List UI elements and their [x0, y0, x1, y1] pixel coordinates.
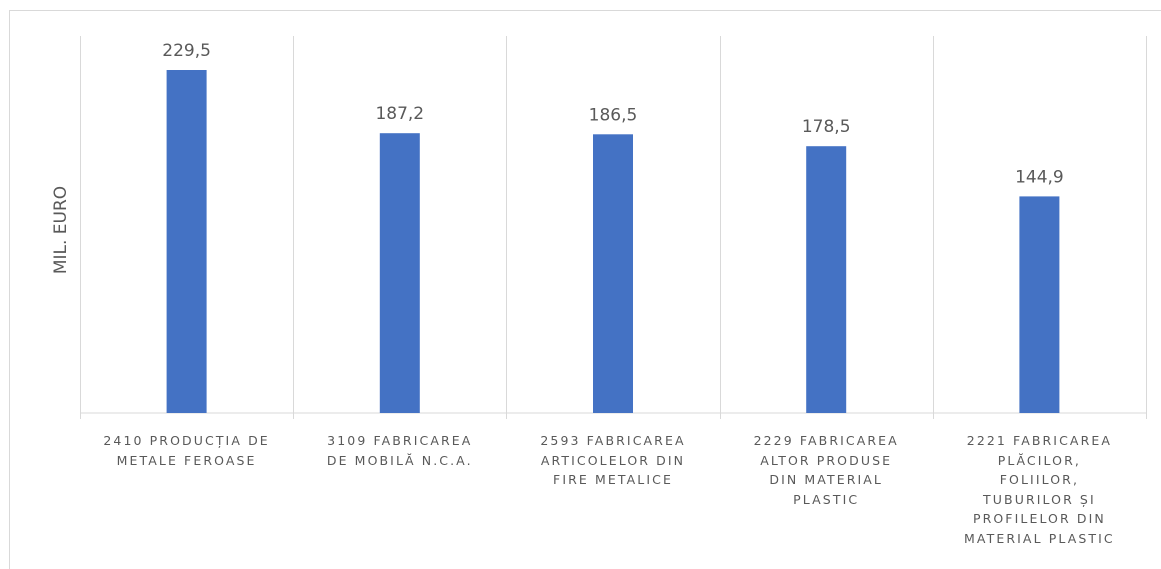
category-label-line: METALE FEROASE	[116, 452, 257, 468]
bars	[166, 70, 1060, 414]
data-label: 144,9	[1015, 167, 1064, 187]
data-label: 186,5	[589, 105, 638, 125]
category-label-line: FOLIILOR,	[999, 472, 1080, 487]
category-label-line: FIRE METALICE	[553, 472, 673, 487]
category-label-line: PLASTIC	[793, 491, 860, 507]
category-label-line: ALTOR PRODUSE	[760, 452, 893, 468]
category-label-line: 2229 FABRICAREA	[753, 433, 899, 448]
data-label: 187,2	[375, 104, 424, 124]
category-label-line: PLĂCILOR,	[997, 452, 1081, 468]
bar[interactable]	[593, 134, 633, 414]
category-label: 2229 FABRICAREA ALTOR PRODUSE DIN MATERIAL…	[720, 431, 932, 509]
data-labels: 229,5 187,2 186,5 178,5 144,9	[162, 41, 1063, 187]
bar[interactable]	[166, 70, 207, 413]
category-label-line: 3109 FABRICAREA	[327, 433, 473, 448]
bar[interactable]	[1019, 196, 1060, 413]
category-label: 3109 FABRICAREA DE MOBILĂ N.C.A.	[294, 431, 506, 470]
category-label: 2593 FABRICAREA ARTICOLELOR DIN FIRE METAL…	[507, 431, 719, 490]
category-label-line: TUBURILOR ȘI	[983, 491, 1096, 507]
category-label-line: 2221 FABRICAREA	[966, 433, 1113, 448]
category-label: 2221 FABRICAREA PLĂCILOR, FOLIILOR, TUBURIL…	[933, 431, 1145, 548]
category-label-line: PROFILELOR DIN	[972, 511, 1106, 526]
chart-frame	[9, 10, 1161, 569]
bar[interactable]	[379, 133, 420, 413]
category-label: 2410 PRODUCȚIA DE METALE FEROASE	[81, 431, 293, 470]
bar[interactable]	[806, 146, 847, 413]
category-label-line: 2410 PRODUCȚIA DE	[103, 433, 270, 448]
category-label-line: MATERIAL PLASTIC	[964, 530, 1115, 546]
category-label-line: DE MOBILĂ N.C.A.	[326, 452, 473, 468]
category-label-line: ARTICOLELOR DIN	[540, 452, 686, 468]
data-label: 229,5	[162, 41, 211, 61]
data-label: 178,5	[802, 117, 851, 137]
category-label-line: DIN MATERIAL	[769, 472, 883, 487]
y-axis-label: MIL. EURO	[51, 185, 71, 275]
category-label-line: 2593 FABRICAREA	[540, 433, 686, 448]
